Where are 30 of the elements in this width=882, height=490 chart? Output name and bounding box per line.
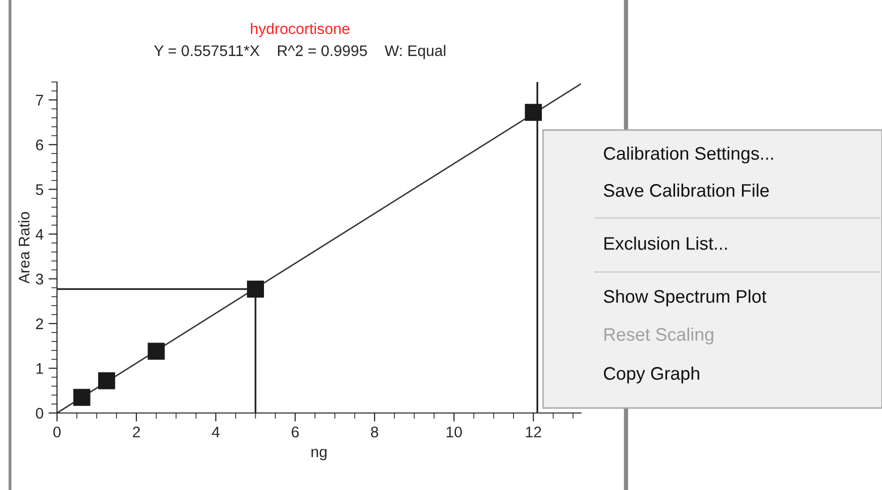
point xyxy=(98,372,116,390)
x-tick-label: 0 xyxy=(53,426,61,438)
x-tick-label: 4 xyxy=(212,426,220,438)
text: Show Spectrum Plot xyxy=(604,290,766,306)
x-axis-title: ng xyxy=(312,448,327,460)
point xyxy=(524,104,542,121)
point xyxy=(148,342,165,360)
y-tick-label: 6 xyxy=(36,139,44,150)
chart-title: hydrocortisone xyxy=(250,22,350,38)
y-tick-label: 1 xyxy=(36,363,44,374)
point xyxy=(73,388,90,406)
x-tick-label: 12 xyxy=(526,426,542,438)
x-tick-label: 6 xyxy=(292,426,299,438)
x-tick-label: 2 xyxy=(132,426,140,438)
chart-subtitle: Y = 0.557511*X R^2 = 0.9995 W: Equal xyxy=(154,44,446,60)
text: Exclusion List... xyxy=(604,236,727,250)
point xyxy=(246,280,264,298)
text: Save Calibration File xyxy=(604,184,769,197)
text: Copy Graph xyxy=(604,366,700,384)
y-tick-label: 2 xyxy=(36,318,44,330)
x-tick-label: 8 xyxy=(370,426,378,438)
y-tick-label: 4 xyxy=(36,229,44,240)
text: Reset Scaling xyxy=(604,328,714,344)
x-tick-label: 10 xyxy=(446,426,462,438)
y-tick-label: 7 xyxy=(36,94,44,106)
y-axis-title: Area Ratio xyxy=(18,212,30,284)
text: Calibration Settings... xyxy=(604,146,773,164)
y-tick-label: 3 xyxy=(36,274,44,284)
y-tick-label: 0 xyxy=(36,408,44,419)
y-tick-label: 5 xyxy=(36,184,44,196)
